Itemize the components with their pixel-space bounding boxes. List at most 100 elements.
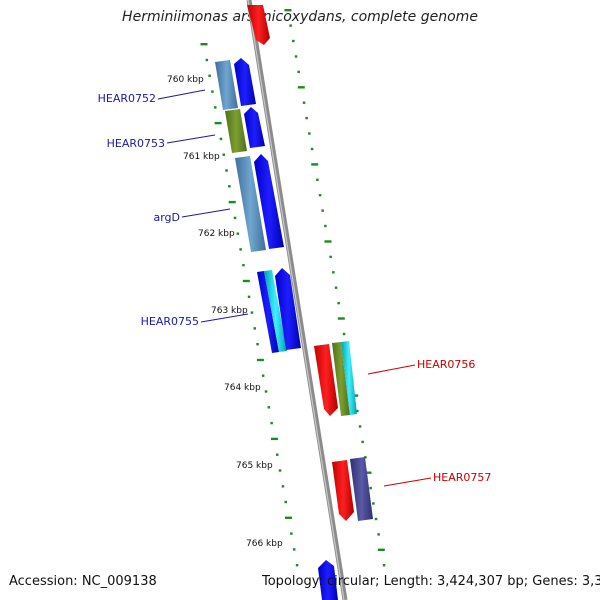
connector-argd: [181, 208, 231, 218]
connector-hear0755: [200, 313, 249, 323]
right-scale-tick: [329, 255, 332, 259]
right-scale-tick: [324, 224, 327, 228]
kbp-label-763: 763 kbp: [211, 306, 248, 316]
gene-bar-hear0752[interactable]: [215, 60, 238, 110]
right-scale-tick: [342, 332, 346, 336]
gene-arrow-hear0752[interactable]: [234, 58, 256, 106]
right-scale-tick: [294, 55, 298, 58]
gene-arrow-hear0755[interactable]: [275, 268, 301, 350]
left-scale-tick: [264, 390, 268, 393]
gene-bar-hear0753[interactable]: [225, 109, 247, 153]
genome-backbone-highlight: [247, 0, 345, 600]
right-scale-tick: [310, 147, 314, 151]
right-scale-tick: [334, 286, 338, 289]
left-scale-tick: [267, 406, 271, 409]
left-scale-tick: [214, 121, 222, 125]
accession-text: Accession: NC_009138: [9, 574, 157, 589]
gene-arrow-hear0753[interactable]: [244, 107, 265, 148]
right-scale-tick: [284, 9, 292, 12]
left-scale-tick: [261, 374, 265, 377]
left-scale-tick: [278, 469, 282, 472]
gene-label-hear0752[interactable]: HEAR0752: [98, 92, 156, 105]
left-scale-tick: [214, 106, 217, 109]
right-scale-tick: [292, 39, 295, 43]
left-scale-tick: [200, 43, 208, 46]
right-scale-tick: [358, 425, 362, 428]
gene-labels: HEAR0752 HEAR0753 argD HEAR0755 HEAR0756…: [98, 92, 492, 484]
kbp-labels: 760 kbp 761 kbp 762 kbp 763 kbp 764 kbp …: [167, 75, 283, 549]
kbp-label-764: 764 kbp: [224, 383, 261, 393]
genome-backbone: [246, 0, 348, 600]
right-scale-tick: [324, 240, 332, 243]
right-scale-tick: [297, 86, 305, 89]
left-scale-tick: [290, 532, 293, 535]
left-scale-tick: [295, 564, 299, 567]
gene-label-argd[interactable]: argD: [153, 211, 180, 224]
kbp-label-765: 765 kbp: [236, 461, 273, 471]
kbp-label-762: 762 kbp: [198, 229, 235, 239]
left-scale-tick: [236, 232, 240, 235]
right-scale-tick: [316, 178, 319, 181]
gene-arrow-bottom-blue[interactable]: [318, 560, 338, 600]
left-scale-tick: [247, 295, 251, 298]
left-scale-tick: [253, 327, 256, 330]
right-scale-tick: [308, 132, 311, 135]
left-scale-tick: [284, 500, 287, 504]
connector-hear0753: [166, 134, 216, 144]
left-scale-tick: [211, 90, 214, 93]
connector-hear0752: [157, 89, 206, 100]
left-scale-tick: [292, 548, 296, 551]
right-scale-tick: [364, 471, 372, 474]
right-scale-tick: [289, 24, 292, 27]
gene-label-hear0753[interactable]: HEAR0753: [107, 137, 165, 150]
right-scale-tick: [372, 502, 375, 505]
kbp-label-761: 761 kbp: [183, 152, 220, 162]
gene-label-hear0756[interactable]: HEAR0756: [417, 358, 475, 371]
right-scale-tick: [369, 486, 372, 490]
label-connectors: [157, 89, 432, 487]
left-scale-tick: [250, 311, 254, 314]
left-scale-tick: [228, 185, 231, 188]
right-scale-tick: [311, 163, 319, 166]
right-scale-tick: [318, 194, 322, 197]
map-title: Herminiimonas arsenicoxydans, complete g…: [122, 9, 478, 25]
gene-bar-hear0757[interactable]: [350, 457, 373, 521]
left-scale-tick: [239, 248, 242, 251]
left-scale-tick: [271, 437, 278, 441]
left-scale-tick: [276, 453, 279, 456]
gene-label-hear0755[interactable]: HEAR0755: [141, 315, 199, 328]
right-scale-tick: [377, 548, 385, 551]
gene-arrow-top-red[interactable]: [247, 5, 270, 45]
right-scale-tick: [337, 317, 345, 320]
forward-strand-genes: [215, 5, 338, 600]
right-scale-tick: [332, 271, 335, 274]
left-scale-tick: [225, 169, 228, 172]
right-scale-tick: [377, 533, 380, 536]
connector-hear0757: [383, 477, 432, 487]
left-scale-tick: [242, 264, 245, 267]
left-scale-tick: [233, 216, 237, 220]
left-scale-tick: [242, 279, 250, 283]
right-scale-tick: [297, 70, 300, 74]
gene-bar-hear0755-blue[interactable]: [257, 271, 279, 353]
gene-arrow-hear0757[interactable]: [332, 460, 354, 521]
right-scale-tick: [361, 440, 364, 444]
gene-arrow-hear0756[interactable]: [314, 344, 338, 416]
gene-bar-argd[interactable]: [235, 156, 266, 252]
left-scale-tick: [222, 153, 225, 156]
gene-bar-hear0756-olive[interactable]: [332, 342, 350, 416]
gene-bar-hear0756-cyan[interactable]: [341, 341, 357, 415]
kbp-label-766: 766 kbp: [246, 539, 283, 549]
gene-arrow-argd[interactable]: [254, 154, 284, 249]
right-scale-tick: [321, 209, 324, 212]
right-scale-tick: [302, 101, 306, 104]
connector-hear0756: [367, 364, 416, 375]
left-scale-tick: [270, 421, 273, 425]
right-scale-tick: [356, 409, 359, 413]
left-scale-tick: [205, 58, 209, 62]
gene-bar-hear0755-cyan[interactable]: [264, 270, 287, 352]
gene-label-hear0757[interactable]: HEAR0757: [433, 471, 491, 484]
right-scale-tick: [305, 116, 308, 120]
left-scale-tick: [208, 74, 211, 77]
left-scale-tick: [256, 358, 264, 362]
